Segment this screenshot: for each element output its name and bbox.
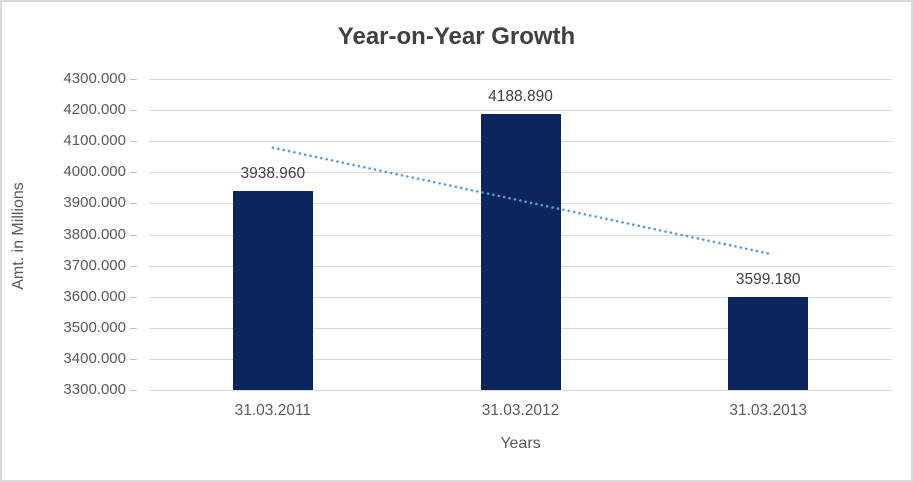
chart-title: Year-on-Year Growth (337, 23, 576, 50)
y-tick-label: 3900.000 (63, 194, 126, 212)
y-tick-label: 4000.000 (63, 163, 126, 181)
y-tick-label: 3500.000 (63, 318, 126, 336)
gridline (149, 390, 892, 391)
y-tick-mark (130, 327, 137, 329)
x-tick-label: 31.03.2012 (481, 402, 560, 419)
y-tick-label: 3700.000 (63, 256, 126, 274)
gridline (149, 79, 892, 80)
x-tick-label: 31.03.2013 (729, 402, 807, 419)
bar (480, 113, 561, 390)
gridline (149, 110, 892, 112)
x-tick-label: 31.03.2011 (234, 402, 312, 419)
y-tick-mark (130, 296, 137, 298)
y-tick-label: 3600.000 (63, 287, 126, 305)
y-tick-label: 4300.000 (63, 70, 126, 87)
y-tick-mark (130, 265, 137, 267)
y-axis-title: Amt. in Millions (10, 182, 27, 290)
y-tick-label: 4200.000 (63, 101, 126, 119)
y-tick-label: 4100.000 (63, 132, 126, 150)
y-tick-mark (130, 203, 137, 205)
data-label: 3938.960 (240, 165, 306, 183)
data-label: 3599.180 (735, 270, 801, 288)
y-tick-label: 3400.000 (63, 349, 126, 367)
bar (728, 296, 809, 390)
y-tick-label: 3800.000 (63, 225, 126, 243)
y-tick-mark (130, 234, 137, 236)
bar (232, 191, 313, 390)
x-axis-title: Years (500, 435, 541, 452)
data-label: 4188.890 (488, 87, 553, 105)
y-tick-mark (130, 141, 137, 143)
y-tick-mark (130, 110, 137, 112)
y-tick-mark (130, 172, 137, 174)
y-tick-mark (130, 358, 137, 360)
y-tick-label: 3300.000 (63, 381, 126, 398)
y-tick-mark (130, 390, 137, 391)
y-tick-mark (130, 79, 137, 80)
plot-area (149, 79, 892, 391)
